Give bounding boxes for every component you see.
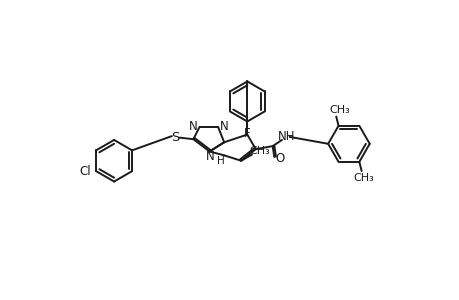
Text: NH: NH (277, 130, 295, 143)
Text: CH₃: CH₃ (249, 146, 269, 156)
Text: O: O (275, 152, 285, 165)
Text: CH₃: CH₃ (328, 105, 349, 116)
Text: Cl: Cl (79, 165, 91, 178)
Text: N: N (219, 120, 228, 133)
Text: N: N (189, 120, 197, 133)
Text: F: F (243, 127, 250, 140)
Text: CH₃: CH₃ (353, 173, 374, 183)
Text: S: S (171, 131, 179, 144)
Text: N: N (206, 150, 214, 164)
Text: H: H (217, 156, 224, 166)
